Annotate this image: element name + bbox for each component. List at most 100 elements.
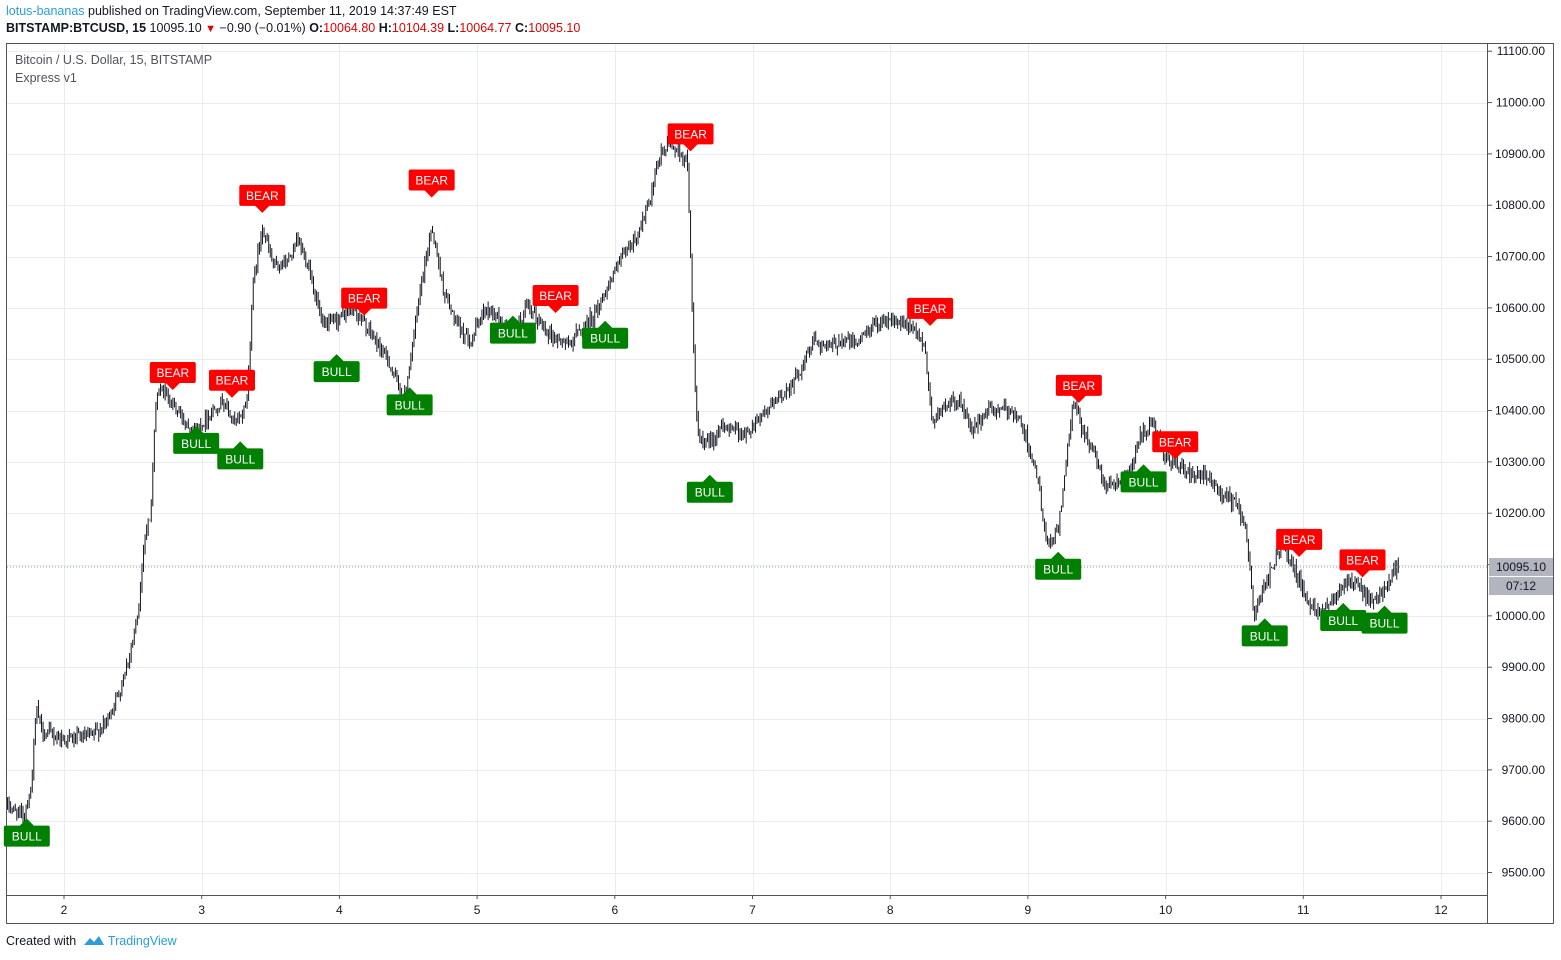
time-tick-label: 3 (198, 903, 205, 917)
bull-signal-label: BULL (395, 398, 425, 412)
bull-signal-label: BULL (181, 437, 211, 451)
bear-signal-box (667, 123, 714, 152)
bull-signal-box (1320, 603, 1367, 632)
bull-signal-box (173, 425, 220, 454)
bear-signal-label: BEAR (156, 366, 189, 380)
bull-signal-label: BULL (1328, 614, 1358, 628)
bull-signal-label: BULL (225, 452, 255, 466)
price-tick-label: 10500.00 (1495, 352, 1545, 366)
bear-signal-label: BEAR (539, 289, 572, 303)
bear-signal-box (907, 297, 954, 326)
open-label: O: (309, 21, 324, 35)
signal-markers: BULL BEAR BULL BEAR BULL BEAR BULL BEAR BULL BEAR… (3, 123, 1408, 847)
bear-signal: BEAR (667, 123, 714, 152)
bear-signal-label: BEAR (1159, 435, 1192, 449)
bull-signal-label: BULL (1129, 475, 1159, 489)
bull-signal: BULL (1361, 605, 1408, 634)
low-value: 10064.77 (459, 21, 512, 35)
last-price-axis-label: 10095.10 07:12 (1489, 558, 1553, 596)
bull-signal: BULL (386, 387, 433, 416)
bear-signal-label: BEAR (1283, 533, 1316, 547)
bull-signal: BULL (489, 315, 536, 344)
bear-signal-box (1152, 431, 1199, 460)
candlestick-series (7, 135, 1399, 824)
high-label: H: (378, 21, 392, 35)
footer: Created with TradingView (6, 934, 177, 948)
time-axis[interactable]: 2 3 4 5 6 7 8 9 10 11 12 (61, 895, 1448, 917)
bull-signal-box (582, 320, 629, 349)
time-tick-label: 11 (1297, 903, 1310, 917)
chart-frame (6, 43, 1554, 924)
bull-signal-box (3, 818, 50, 847)
bear-signal: BEAR (532, 285, 579, 314)
publish-info-text: published on TradingView.com, September … (88, 4, 457, 18)
bear-signal-box (208, 369, 255, 398)
bear-signal: BEAR (208, 369, 255, 398)
bear-signal-box (239, 184, 286, 213)
bear-signal-box (1055, 374, 1102, 403)
close-value: 10095.10 (528, 21, 581, 35)
change-down-icon: ▼ (205, 23, 217, 35)
time-tick-label: 10 (1159, 903, 1173, 917)
bear-signal: BEAR (408, 169, 455, 198)
publish-info: lotus-bananas published on TradingView.c… (6, 4, 457, 18)
close-label: C: (514, 21, 529, 35)
bear-signal-box (149, 361, 196, 390)
bear-signal-label: BEAR (1346, 553, 1379, 567)
price-tick-label: 10200.00 (1495, 506, 1545, 520)
price-change: −0.90 (−0.01%) (219, 21, 306, 35)
open-value: 10064.80 (323, 21, 376, 35)
bull-signal-box (489, 315, 536, 344)
bull-signal: BULL (3, 818, 50, 847)
bear-signal-label: BEAR (674, 127, 707, 141)
price-tick-label: 10300.00 (1495, 455, 1545, 469)
price-axis[interactable]: 11100.00 11000.00 10900.00 10800.00 10700.00… (1488, 44, 1546, 880)
time-tick-label: 4 (336, 903, 343, 917)
time-tick-label: 6 (611, 903, 618, 917)
price-tick-label: 9700.00 (1502, 763, 1546, 777)
bear-signal-label: BEAR (246, 189, 279, 203)
ohlc-bar: BITSTAMP:BTCUSD, 15 10095.10 ▼ −0.90 (−0… (6, 21, 580, 35)
indicator-legend[interactable]: Express v1 (15, 71, 77, 85)
high-value: 10104.39 (391, 21, 445, 35)
bear-signal: BEAR (149, 361, 196, 390)
price-tick-label: 11000.00 (1496, 96, 1545, 110)
time-tick-label: 2 (61, 903, 68, 917)
price-tick-label: 10800.00 (1495, 198, 1545, 212)
bull-signal-label: BULL (1043, 563, 1073, 577)
bear-signal: BEAR (239, 184, 286, 213)
price-chart[interactable]: BULL BEAR BULL BEAR BULL BEAR BULL BEAR BULL BEAR… (0, 0, 1561, 930)
price-tick-label: 11100.00 (1497, 44, 1546, 58)
bull-signal-label: BULL (590, 332, 620, 346)
bear-signal-label: BEAR (415, 174, 448, 188)
bull-signal: BULL (313, 354, 360, 383)
bull-signal-box (1241, 618, 1288, 647)
price-tick-label: 10900.00 (1495, 147, 1545, 161)
bear-signal-label: BEAR (216, 374, 249, 388)
tradingview-brand-link[interactable]: TradingView (107, 934, 177, 948)
bull-signal: BULL (173, 425, 220, 454)
bull-signal-label: BULL (322, 365, 352, 379)
bull-signal: BULL (1241, 618, 1288, 647)
bear-signal: BEAR (341, 287, 388, 316)
bear-signal: BEAR (1152, 431, 1199, 460)
price-tick-label: 10000.00 (1495, 609, 1545, 623)
tradingview-logo-icon (83, 936, 104, 945)
publisher-username[interactable]: lotus-bananas (6, 4, 85, 18)
bull-signal-box (1035, 551, 1082, 580)
price-tick-label: 9900.00 (1502, 660, 1546, 674)
time-tick-label: 7 (749, 903, 756, 917)
bear-signal: BEAR (907, 297, 954, 326)
bear-signal: BEAR (1339, 549, 1386, 578)
time-tick-label: 12 (1434, 903, 1448, 917)
bull-signal-label: BULL (498, 327, 528, 341)
bull-signal-box (1120, 464, 1167, 493)
bear-signal-box (1276, 528, 1323, 557)
bear-signal-box (532, 285, 579, 314)
bull-signal-box (686, 474, 733, 503)
bull-signal-label: BULL (695, 486, 725, 500)
price-tick-label: 10600.00 (1495, 301, 1545, 315)
bull-signal: BULL (1120, 464, 1167, 493)
bull-signal-box (386, 387, 433, 416)
bull-signal-label: BULL (1250, 629, 1280, 643)
